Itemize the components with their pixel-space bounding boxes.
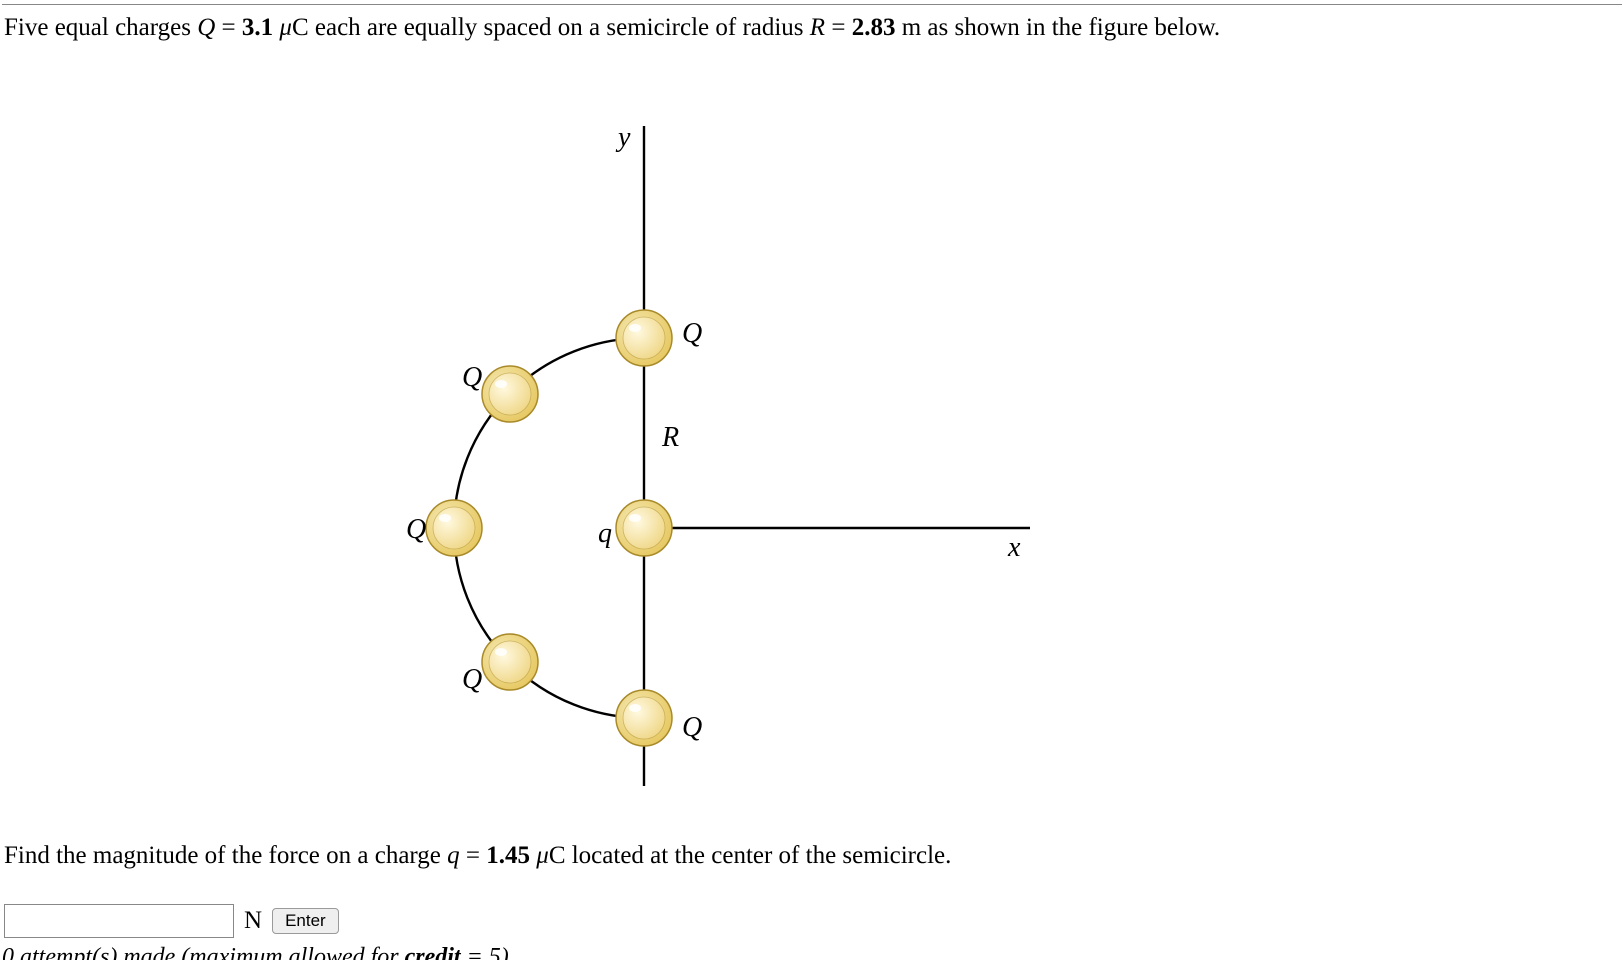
text: C each are equally spaced on a semicircl… <box>292 14 810 41</box>
var-Q: Q <box>197 14 215 41</box>
value-Q: 3.1 <box>242 14 273 41</box>
problem-line-2: Find the magnitude of the force on a cha… <box>4 842 951 870</box>
text: m as shown in the figure below. <box>895 14 1220 41</box>
var-q: q <box>447 842 460 869</box>
text: C located at the center of the semicircl… <box>549 842 952 869</box>
top-rule <box>2 4 1622 5</box>
value-R: 2.83 <box>852 14 896 41</box>
text: = 5) <box>461 944 509 960</box>
svg-text:Q: Q <box>406 514 426 545</box>
svg-text:x: x <box>1007 532 1021 563</box>
mu-symbol: μ <box>536 842 549 869</box>
diagram-svg: Q Q Q Q Qq y x R <box>350 86 1050 806</box>
value-q: 1.45 <box>486 842 530 869</box>
text: = <box>460 842 487 869</box>
answer-input[interactable] <box>4 904 234 938</box>
problem-line-1: Five equal charges Q = 3.1 μC each are e… <box>4 14 1220 42</box>
credit-word: credit <box>405 944 461 960</box>
svg-text:Q: Q <box>462 362 482 393</box>
svg-text:Q: Q <box>462 664 482 695</box>
svg-text:q: q <box>598 518 612 549</box>
svg-text:Q: Q <box>682 318 702 349</box>
page-root: Five equal charges Q = 3.1 μC each are e… <box>0 0 1624 960</box>
text: Find the magnitude of the force on a cha… <box>4 842 447 869</box>
svg-text:R: R <box>661 422 679 453</box>
text: = <box>215 14 242 41</box>
answer-row: N Enter <box>4 904 339 938</box>
svg-text:Q: Q <box>682 712 702 743</box>
semicircle-diagram: Q Q Q Q Qq y x R <box>350 86 1050 806</box>
enter-button[interactable]: Enter <box>272 908 339 934</box>
text: Five equal charges <box>4 14 197 41</box>
var-R: R <box>810 14 825 41</box>
text: = <box>825 14 852 41</box>
attempts-line: 0 attempt(s) made (maximum allowed for c… <box>2 944 509 960</box>
mu-symbol: μ <box>279 14 292 41</box>
text: 0 attempt(s) made (maximum allowed for <box>2 944 405 960</box>
svg-text:y: y <box>615 122 631 153</box>
unit-label: N <box>244 907 262 935</box>
